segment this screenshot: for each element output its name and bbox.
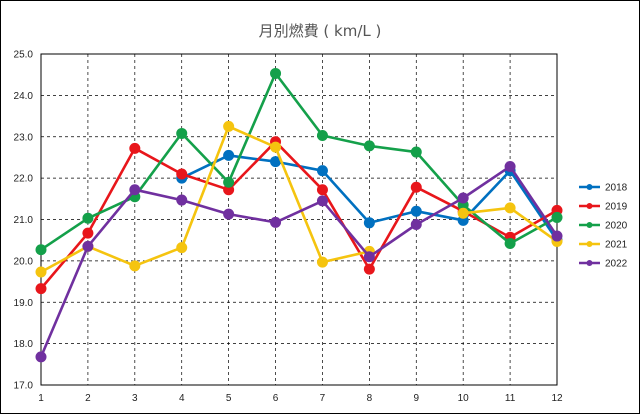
y-tick-label: 21.0 — [14, 215, 34, 226]
legend-item-2020: 2020 — [579, 221, 628, 232]
data-point-2020 — [82, 212, 94, 224]
data-point-2020 — [551, 211, 563, 223]
data-point-2019 — [82, 227, 94, 239]
legend-label-2021: 2021 — [605, 240, 628, 251]
x-tick-label: 5 — [226, 393, 232, 404]
x-tick-label: 2 — [85, 393, 91, 404]
data-point-2019 — [35, 283, 47, 295]
legend: 2018 2019 2020 2021 2022 — [579, 183, 628, 270]
x-tick-label: 10 — [458, 393, 470, 404]
axes: 17.018.019.020.021.022.023.024.025.01 2 3 4… — [14, 50, 563, 405]
data-point-2021 — [35, 266, 47, 278]
y-tick-label: 23.0 — [14, 132, 34, 143]
y-tick-label: 22.0 — [14, 174, 34, 185]
data-point-2021 — [504, 202, 516, 214]
legend-label-2019: 2019 — [605, 202, 628, 213]
data-point-2021 — [270, 141, 282, 153]
legend-item-2019: 2019 — [579, 202, 628, 213]
data-point-2021 — [176, 242, 188, 254]
data-point-2022 — [363, 251, 375, 263]
legend-label-2022: 2022 — [605, 259, 628, 270]
y-tick-label: 20.0 — [14, 256, 34, 267]
data-point-2022 — [35, 351, 47, 363]
x-tick-label: 11 — [505, 393, 516, 404]
data-point-2018 — [363, 217, 375, 229]
data-point-2020 — [270, 67, 282, 79]
series-line-2022 — [39, 165, 559, 358]
legend-item-2018: 2018 — [579, 183, 628, 194]
data-point-2018 — [270, 156, 282, 168]
series-group — [35, 67, 563, 363]
series-line-2020 — [40, 72, 558, 251]
series-line-2021 — [40, 125, 558, 274]
legend-label-2018: 2018 — [605, 183, 628, 194]
data-point-2022 — [316, 195, 328, 207]
x-tick-label: 3 — [132, 393, 138, 404]
series-2020 — [35, 67, 563, 256]
data-point-2022 — [551, 230, 563, 242]
data-point-2022 — [129, 184, 141, 196]
legend-marker-2020 — [586, 222, 593, 228]
data-point-2022 — [410, 218, 422, 230]
data-point-2020 — [410, 146, 422, 158]
data-point-2019 — [176, 168, 188, 180]
data-point-2022 — [270, 216, 282, 228]
data-point-2019 — [410, 181, 422, 193]
data-point-2022 — [457, 192, 469, 204]
legend-marker-2021 — [586, 241, 593, 247]
data-point-2021 — [223, 120, 235, 132]
x-tick-label: 12 — [551, 393, 563, 404]
data-point-2022 — [82, 240, 94, 252]
chart-title: 月別燃費 ( km/L ) — [259, 22, 382, 40]
data-point-2022 — [504, 161, 516, 173]
x-tick-label: 7 — [320, 393, 326, 404]
data-point-2021 — [129, 260, 141, 272]
data-point-2019 — [129, 142, 141, 154]
data-point-2021 — [316, 256, 328, 268]
data-point-2022 — [176, 194, 188, 206]
data-point-2022 — [223, 208, 235, 220]
data-point-2021 — [457, 207, 469, 219]
x-tick-label: 9 — [413, 393, 419, 404]
y-tick-label: 18.0 — [14, 339, 34, 350]
grid — [40, 53, 558, 386]
legend-marker-2022 — [586, 260, 593, 266]
legend-item-2021: 2021 — [579, 240, 628, 251]
legend-item-2022: 2022 — [579, 259, 628, 270]
y-tick-label: 17.0 — [14, 381, 34, 392]
x-tick-label: 6 — [273, 393, 279, 404]
x-tick-label: 4 — [179, 393, 185, 404]
legend-label-2020: 2020 — [605, 221, 628, 232]
series-2019 — [35, 136, 563, 295]
data-point-2019 — [316, 184, 328, 196]
x-tick-label: 1 — [38, 393, 44, 404]
y-tick-label: 19.0 — [14, 298, 34, 309]
series-2022 — [35, 161, 563, 363]
legend-marker-2018 — [586, 184, 593, 190]
data-point-2020 — [223, 176, 235, 188]
data-point-2018 — [410, 205, 422, 217]
data-point-2019 — [363, 263, 375, 275]
series-2021 — [35, 120, 563, 278]
legend-marker-2019 — [586, 203, 593, 209]
data-point-2020 — [504, 237, 516, 249]
y-tick-label: 24.0 — [14, 91, 34, 102]
data-point-2020 — [176, 127, 188, 139]
x-tick-label: 8 — [367, 393, 373, 404]
series-line-2019 — [40, 140, 558, 290]
data-point-2020 — [35, 244, 47, 256]
data-point-2018 — [316, 165, 328, 177]
data-point-2020 — [363, 140, 375, 152]
data-point-2020 — [316, 130, 328, 142]
data-point-2018 — [223, 149, 235, 161]
y-tick-label: 25.0 — [14, 50, 34, 61]
